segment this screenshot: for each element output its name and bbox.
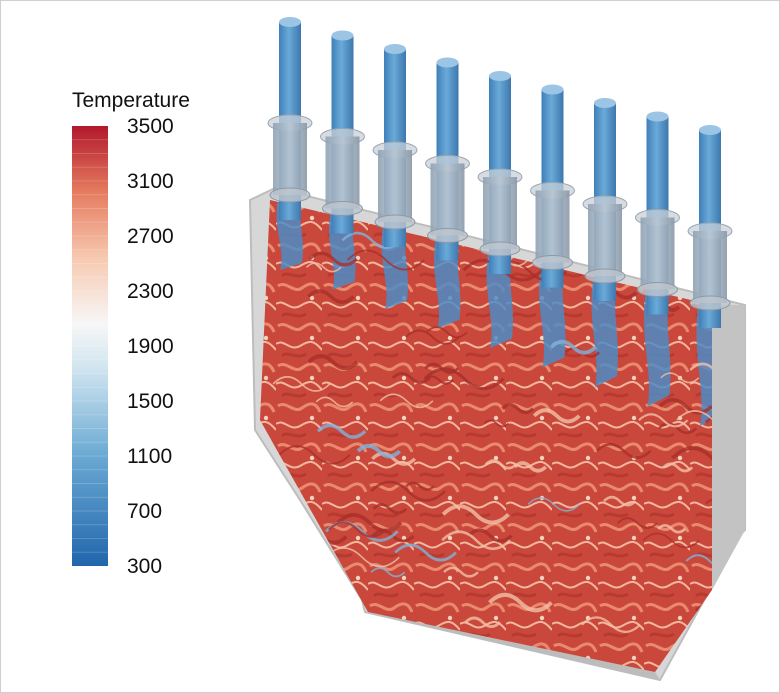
legend-tick-300: 300 <box>127 555 163 578</box>
casing-bottom-lip <box>365 612 660 680</box>
legend-title: Temperature <box>72 89 190 112</box>
injector-pipe <box>372 44 418 247</box>
colorbar-bands <box>72 139 108 553</box>
legend-tick-2300: 2300 <box>127 280 174 303</box>
injector-pipe <box>530 84 575 288</box>
casing-side-wall <box>712 305 745 590</box>
injector-pipe <box>687 125 733 328</box>
legend-tick-1100: 1100 <box>127 445 173 468</box>
injector-pipe <box>477 71 523 274</box>
legend-tick-1500: 1500 <box>127 390 174 413</box>
legend-tick-1900: 1900 <box>127 335 174 358</box>
legend-tick-3100: 3100 <box>127 170 174 193</box>
injector-pipe <box>582 98 628 301</box>
legend-tick-2700: 2700 <box>127 225 174 248</box>
injector-array <box>267 17 733 328</box>
legend-tick-700: 700 <box>127 500 163 523</box>
colorbar <box>72 126 108 566</box>
injector-pipe <box>320 30 365 234</box>
injector-pipe <box>635 111 680 315</box>
injector-pipe <box>425 57 470 261</box>
legend-tick-3500: 3500 <box>127 115 174 138</box>
injector-pipe <box>267 17 313 220</box>
